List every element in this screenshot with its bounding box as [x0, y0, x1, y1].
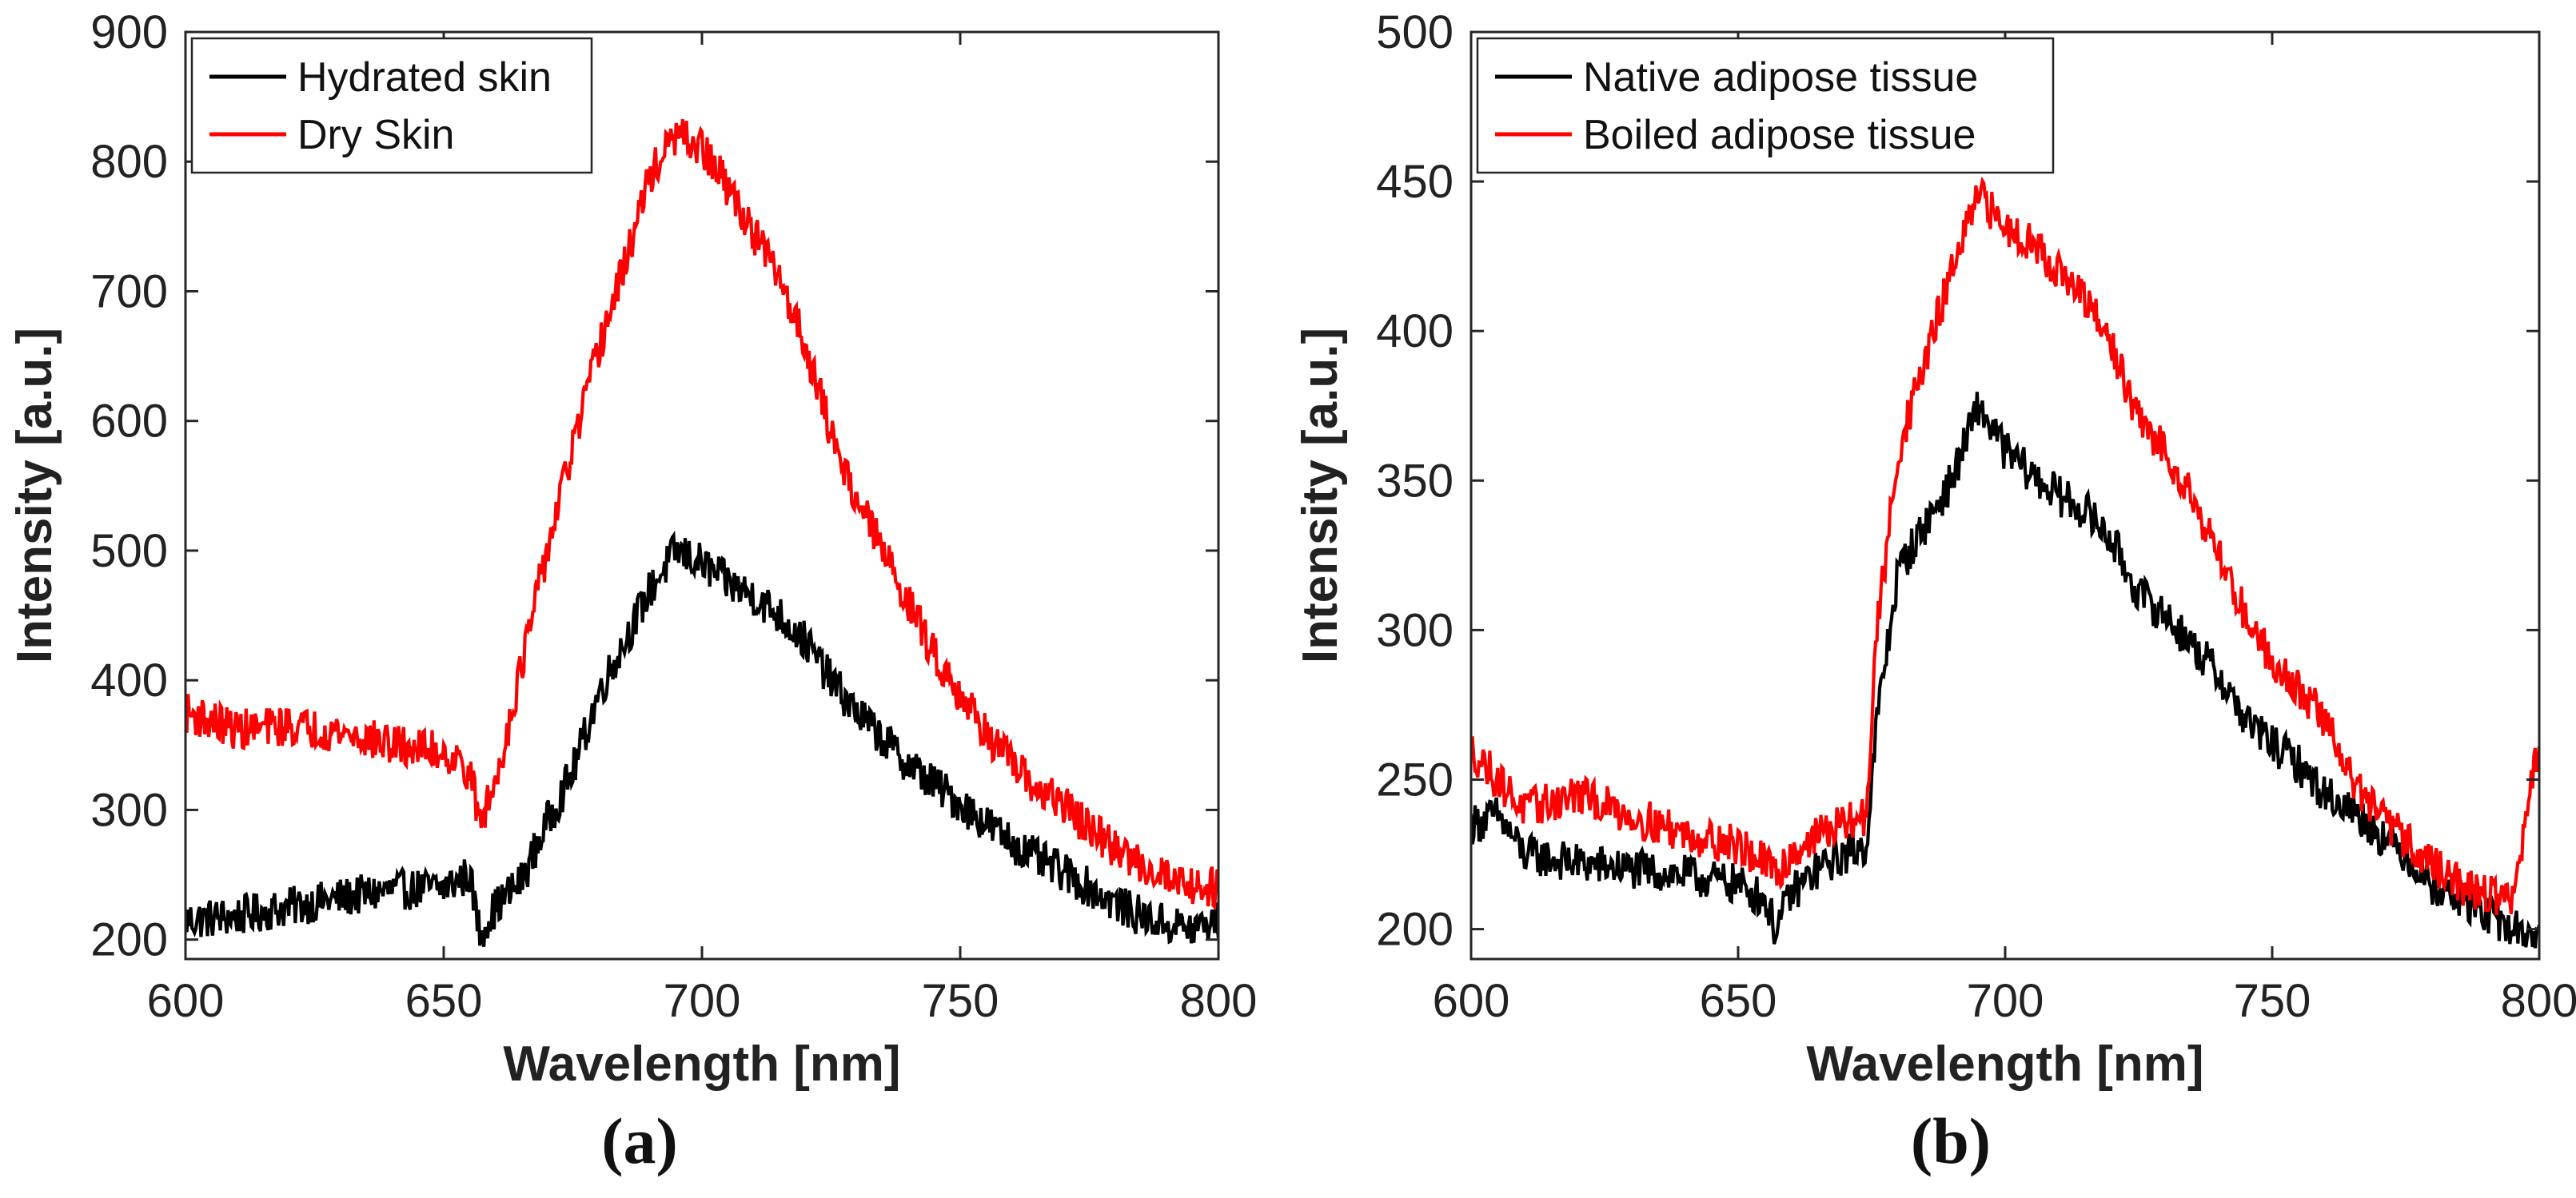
legend: Hydrated skin Dry Skin — [190, 37, 593, 174]
y-tick-label: 400 — [1376, 305, 1453, 357]
y-tick-label: 450 — [1376, 156, 1453, 208]
x-tick-label: 600 — [147, 975, 225, 1027]
traces — [185, 119, 1218, 947]
x-tick-label: 750 — [922, 975, 999, 1027]
y-tick-label: 400 — [90, 655, 168, 706]
legend-label: Native adipose tissue — [1583, 54, 1978, 101]
x-tick-label: 650 — [405, 975, 483, 1027]
legend-label: Hydrated skin — [297, 54, 552, 101]
legend-label: Boiled adipose tissue — [1583, 112, 1976, 158]
y-axis-title: Intensity [a.u.] — [1293, 328, 1348, 663]
series-line-boiled-adipose-tissue — [1471, 176, 2539, 916]
series-line-dry-skin — [185, 119, 1218, 911]
y-tick-label: 800 — [90, 136, 168, 188]
y-tick-label: 500 — [90, 525, 168, 577]
x-tick-label: 800 — [1180, 975, 1258, 1027]
legend-label: Dry Skin — [297, 112, 454, 158]
y-tick-label: 350 — [1376, 455, 1453, 507]
x-tick-label: 600 — [1433, 975, 1510, 1027]
legend-box — [1476, 37, 2055, 174]
series-line-native-adipose-tissue — [1471, 392, 2539, 949]
y-tick-label: 500 — [1376, 6, 1453, 58]
panel-label: (b) — [1911, 1104, 1991, 1177]
y-tick-label: 200 — [1376, 904, 1453, 956]
panel-a: 600 650 700 750 800 200 300 400 500 600 700 800 900 W… — [7, 6, 1257, 1177]
traces — [1471, 176, 2539, 949]
x-axis-title: Wavelength [nm] — [503, 1037, 900, 1092]
panel-label: (a) — [601, 1104, 678, 1177]
y-tick-label: 700 — [90, 265, 168, 317]
legend: Native adipose tissue Boiled adipose tiss… — [1476, 37, 2055, 174]
y-axis-title: Intensity [a.u.] — [7, 328, 62, 663]
x-tick-label: 700 — [664, 975, 741, 1027]
legend-box — [190, 37, 593, 174]
x-tick-label: 650 — [1700, 975, 1777, 1027]
series-line-hydrated-skin — [185, 530, 1218, 947]
x-axis-title: Wavelength [nm] — [1806, 1037, 2203, 1092]
y-tick-label: 250 — [1376, 754, 1453, 806]
x-tick-label: 750 — [2234, 975, 2311, 1027]
y-tick-label: 200 — [90, 914, 168, 966]
panel-b: 600 650 700 750 800 200 250 300 350 400 450 500 Wave… — [1293, 6, 2576, 1177]
y-tick-label: 300 — [1376, 604, 1453, 656]
y-tick-label: 300 — [90, 784, 168, 836]
y-tick-label: 600 — [90, 396, 168, 448]
x-tick-label: 800 — [2501, 975, 2576, 1027]
x-tick-label: 700 — [1967, 975, 2044, 1027]
y-tick-label: 900 — [90, 6, 168, 58]
